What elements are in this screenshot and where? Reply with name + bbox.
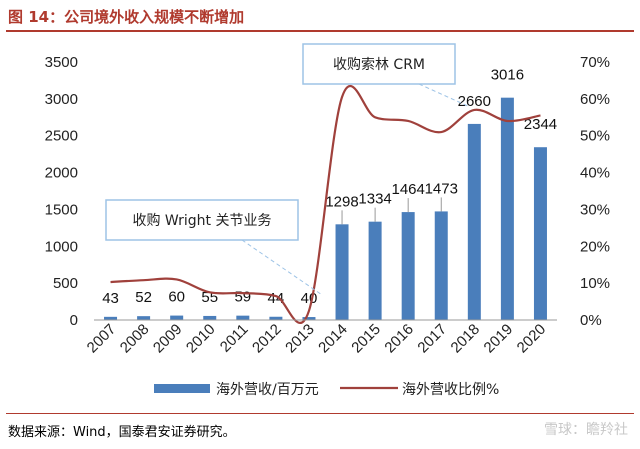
callout-wright-pointer: [241, 239, 322, 295]
ratio-line: [110, 85, 541, 324]
bar-data-label: 59: [234, 289, 251, 306]
bar: [203, 315, 217, 320]
x-tick-label: 2011: [217, 321, 252, 356]
y-left-tick-label: 1500: [45, 201, 78, 218]
y-left-tick-label: 3500: [45, 54, 78, 71]
bar: [236, 315, 250, 320]
bar: [137, 316, 151, 320]
bar: [170, 315, 184, 320]
y-right-tick-label: 70%: [580, 54, 610, 71]
bar-data-label: 1464: [391, 181, 424, 198]
bar-data-label: 1298: [325, 193, 358, 210]
y-right-tick-label: 50%: [580, 128, 610, 145]
bar: [302, 317, 316, 320]
y-right-tick-label: 30%: [580, 201, 610, 218]
bar-data-label: 60: [168, 289, 185, 306]
x-tick-label: 2015: [348, 321, 384, 357]
bar: [467, 123, 481, 320]
bar-data-label: 2660: [458, 93, 491, 110]
x-tick-label: 2018: [448, 321, 484, 357]
title-rule: [6, 30, 634, 32]
bar-data-label: 52: [135, 289, 152, 306]
y-left-tick-label: 1000: [45, 238, 78, 255]
x-tick-label: 2019: [481, 321, 517, 357]
y-left-tick-label: 2500: [45, 128, 78, 145]
bar: [368, 221, 382, 320]
x-tick-label: 2008: [117, 321, 153, 357]
bar-data-label: 1334: [358, 191, 391, 208]
legend-bar-label: 海外营收/百万元: [216, 382, 319, 398]
legend-line-label: 海外营收比例%: [402, 382, 499, 398]
callout-wright-text: 收购 Wright 关节业务: [132, 213, 271, 229]
x-tick-label: 2014: [315, 321, 351, 357]
bar: [269, 316, 283, 320]
y-right-tick-label: 20%: [580, 238, 610, 255]
y-right-tick-label: 60%: [580, 91, 610, 108]
x-tick-label: 2007: [84, 321, 120, 357]
x-tick-label: 2017: [414, 321, 450, 357]
bar-data-label: 1473: [425, 180, 458, 197]
bar-data-label: 40: [301, 290, 318, 307]
x-tick-label: 2020: [514, 321, 550, 357]
bar: [434, 211, 448, 320]
y-right-tick-label: 40%: [580, 165, 610, 182]
y-left-tick-label: 2000: [45, 165, 78, 182]
bar: [104, 316, 118, 320]
x-tick-label: 2009: [150, 321, 186, 357]
bar-data-label: 2344: [524, 116, 557, 133]
y-left-tick-label: 0: [70, 312, 78, 329]
x-tick-label: 2012: [249, 321, 285, 357]
bar: [335, 224, 349, 320]
bottom-rule: [6, 413, 634, 414]
watermark: 雪球：瞻羚社: [544, 422, 628, 438]
y-left-tick-label: 3000: [45, 91, 78, 108]
bar: [500, 97, 514, 321]
bar-data-label: 3016: [491, 67, 524, 84]
callout-wright-box: [105, 199, 299, 241]
source-note: 数据来源：Wind，国泰君安证券研究。: [8, 425, 236, 440]
callout-sorin-pointer: [418, 83, 469, 107]
y-right-tick-label: 0%: [580, 312, 602, 329]
bar: [401, 212, 415, 320]
x-tick-label: 2013: [282, 321, 318, 357]
y-right-tick-label: 10%: [580, 275, 610, 292]
bar-data-label: 44: [268, 290, 285, 307]
legend-bar-swatch: [154, 384, 210, 393]
y-left-tick-label: 500: [53, 275, 78, 292]
figure-title: 图 14：公司境外收入规模不断增加: [8, 8, 245, 26]
callout-sorin-text: 收购索林 CRM: [333, 56, 425, 73]
bar: [533, 147, 547, 320]
x-tick-label: 2016: [381, 321, 417, 357]
bar-data-label: 43: [102, 290, 119, 307]
x-tick-label: 2010: [183, 321, 219, 357]
callout-sorin-box: [302, 43, 456, 85]
